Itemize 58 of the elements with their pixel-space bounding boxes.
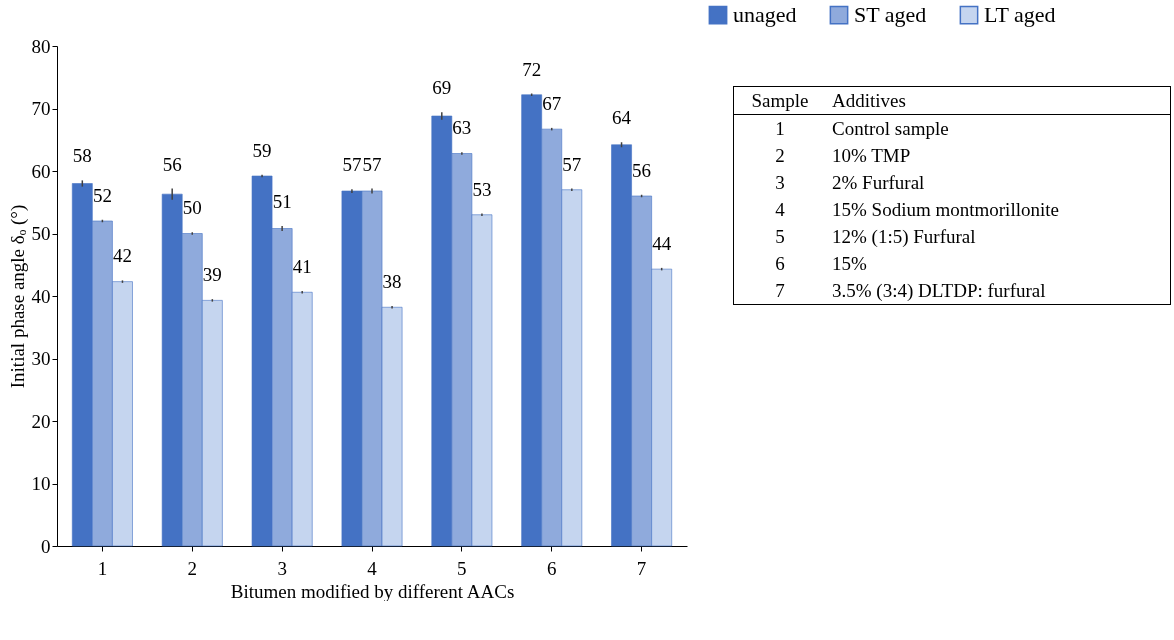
data-label: 57 [562,153,582,175]
x-tick-label: 1 [97,557,108,579]
data-label: 41 [292,256,312,277]
text: 15% [831,252,868,276]
data-label: 44 [652,232,672,254]
data-label: 57 [362,153,382,175]
text: 7 [774,279,786,303]
data-label: 53 [472,178,492,200]
data-label: 42 [112,245,132,267]
legend-label: ST aged [854,2,927,28]
data-label: 39 [202,264,222,286]
y-tick-label: 30 [31,348,51,369]
text: 2% Furfural [831,171,926,195]
text: 3.5% (3:4) DLTDP: furfural [831,279,1047,303]
data-label: 67 [542,92,562,114]
y-tick-label: 10 [31,473,51,494]
text: 5 [774,225,786,249]
x-tick-label: 7 [636,557,647,579]
y-axis-title: Initial phase angle δₒ (°) [6,204,29,389]
data-label: 56 [162,153,182,175]
legend-label: unaged [733,2,797,28]
y-tick-label: 50 [31,223,51,244]
text: Control sample [831,117,950,141]
y-tick-label: 70 [31,98,51,119]
text: 15% Sodium montmorillonite [831,198,1060,222]
data-label: 63 [452,117,472,139]
text: 10% TMP [831,144,912,168]
x-axis-title: Bitumen modified by different AACs [230,580,515,602]
text: 3 [774,171,786,195]
data-label: 58 [72,145,92,167]
y-tick-label: 20 [31,410,51,432]
data-label: 64 [612,107,632,129]
text: 4 [774,198,786,222]
text: Sample [733,86,826,115]
data-label: 38 [382,271,402,292]
x-tick-label: 4 [367,557,378,579]
data-label: 56 [632,159,652,181]
data-label: 59 [252,139,272,161]
data-label: 72 [522,58,542,80]
text: 2 [774,144,786,168]
x-tick-label: 3 [277,557,287,579]
text: 6 [774,252,786,276]
text: Additives [826,86,1171,115]
x-tick-label: 5 [457,557,467,579]
data-label: 69 [432,77,452,99]
text: 1 [774,117,786,141]
y-tick-label: 40 [31,285,51,307]
data-label: 50 [182,197,202,219]
y-tick-label: 60 [31,160,51,182]
data-label: 57 [342,154,362,176]
data-label: 52 [92,184,112,206]
y-tick-label: 0 [41,535,51,557]
x-tick-label: 2 [187,557,198,579]
x-tick-label: 6 [546,557,557,579]
data-label: 51 [272,191,292,212]
y-tick-label: 80 [31,35,51,57]
text: 12% (1:5) Furfural [831,225,977,249]
legend-label: LT aged [984,2,1056,28]
